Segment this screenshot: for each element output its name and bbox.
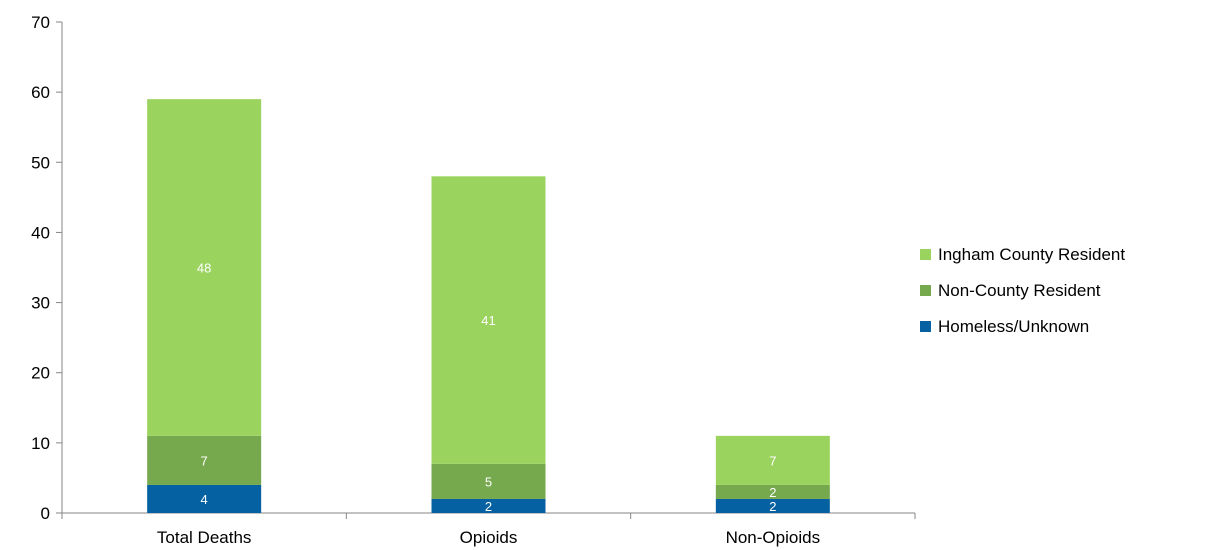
legend: Ingham County Resident Non-County Residen…	[920, 245, 1125, 336]
bar-data-label: 2	[769, 499, 776, 514]
y-tick-label: 70	[31, 13, 50, 32]
bar-segment	[431, 176, 546, 464]
bar-data-label: 5	[485, 474, 492, 489]
y-tick-label: 0	[41, 504, 50, 523]
legend-swatch	[920, 321, 931, 332]
bar-segment	[431, 463, 546, 499]
bar-segment	[147, 484, 262, 513]
legend-label: Homeless/Unknown	[938, 317, 1089, 336]
legend-label: Non-County Resident	[938, 281, 1101, 300]
bar-data-label: 7	[201, 453, 208, 468]
axes: 0 10 20 30 40 50 60 70 Total Deaths Opioids Non-Op…	[31, 13, 916, 547]
bar-segment	[147, 435, 262, 485]
y-tick-label: 60	[31, 83, 50, 102]
y-tick-label: 40	[31, 223, 50, 242]
bar-segment	[715, 484, 830, 499]
x-category-label: Opioids	[460, 528, 518, 547]
bars	[147, 99, 830, 513]
bar-segment	[715, 435, 830, 485]
y-tick-label: 10	[31, 434, 50, 453]
bar-data-label: 4	[201, 492, 208, 507]
bar-data-label: 2	[485, 499, 492, 514]
bar-data-label: 7	[769, 453, 776, 468]
y-tick-label: 30	[31, 294, 50, 313]
bar-segment	[715, 498, 830, 513]
bar-data-label: 48	[197, 261, 211, 276]
bar-segment	[147, 99, 262, 436]
bar-data-label: 2	[769, 485, 776, 500]
y-tick-label: 20	[31, 364, 50, 383]
legend-label: Ingham County Resident	[938, 245, 1125, 264]
x-category-label: Total Deaths	[157, 528, 252, 547]
legend-swatch	[920, 249, 931, 260]
y-tick-label: 50	[31, 153, 50, 172]
bar-data-label: 41	[481, 313, 495, 328]
legend-swatch	[920, 285, 931, 296]
x-category-label: Non-Opioids	[726, 528, 821, 547]
bar-segment	[431, 498, 546, 513]
